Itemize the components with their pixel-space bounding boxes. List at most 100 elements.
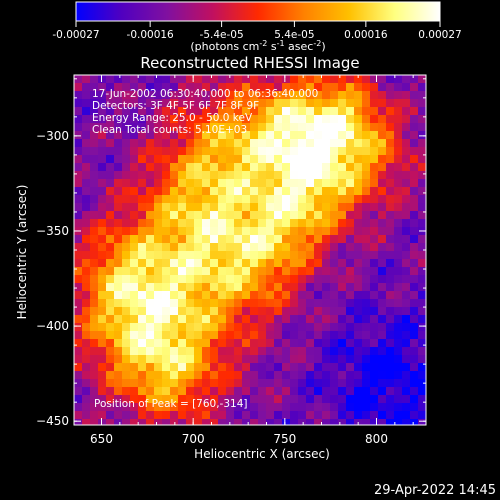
heatmap-cell [138, 387, 147, 396]
heatmap-cell [394, 147, 403, 156]
heatmap-cell [378, 187, 387, 196]
heatmap-cell [266, 291, 275, 300]
heatmap-cell [138, 99, 147, 108]
heatmap-cell [218, 171, 227, 180]
heatmap-cell [386, 291, 395, 300]
heatmap-cell [218, 227, 227, 236]
heatmap-cell [154, 267, 163, 276]
heatmap-cell [250, 147, 259, 156]
heatmap-cell [162, 315, 171, 324]
heatmap-cell [402, 91, 411, 100]
heatmap-cell [122, 211, 131, 220]
heatmap-cell [170, 203, 179, 212]
heatmap-cell [162, 83, 171, 92]
heatmap-cell [138, 419, 147, 425]
heatmap-cell [386, 179, 395, 188]
heatmap-cell [82, 275, 91, 284]
heatmap-cell [298, 187, 307, 196]
heatmap-cell [194, 171, 203, 180]
heatmap-cell [258, 187, 267, 196]
heatmap-cell [298, 83, 307, 92]
heatmap-cell [410, 323, 419, 332]
heatmap-cell [242, 155, 251, 164]
heatmap-cell [74, 123, 83, 132]
heatmap-cell [186, 259, 195, 268]
heatmap-cell [146, 331, 155, 340]
heatmap-cell [234, 387, 243, 396]
heatmap-cell [186, 171, 195, 180]
heatmap-cell [114, 131, 123, 140]
heatmap-cell [162, 171, 171, 180]
heatmap-cell [306, 403, 315, 412]
heatmap-cell [330, 83, 339, 92]
heatmap-cell [178, 91, 187, 100]
heatmap-cell [322, 211, 331, 220]
heatmap-cell [210, 219, 219, 228]
heatmap-cell [290, 371, 299, 380]
heatmap-cell [98, 315, 107, 324]
heatmap-cell [146, 171, 155, 180]
heatmap-cell [98, 355, 107, 364]
heatmap-cell [74, 155, 83, 164]
heatmap-cell [346, 267, 355, 276]
heatmap-cell [314, 155, 323, 164]
heatmap-cell [330, 307, 339, 316]
heatmap-cell [98, 107, 107, 116]
heatmap-cell [178, 355, 187, 364]
info-clean-counts: Clean Total counts: 5.10E+03 [92, 124, 247, 136]
heatmap-cell [122, 355, 131, 364]
heatmap-cell [234, 331, 243, 340]
heatmap-cell [282, 339, 291, 348]
heatmap-cell [362, 155, 371, 164]
heatmap-cell [410, 235, 419, 244]
heatmap-cell [298, 243, 307, 252]
heatmap-cell [82, 115, 91, 124]
heatmap-cell [386, 379, 395, 388]
heatmap-cell [170, 75, 179, 84]
heatmap-cell [362, 363, 371, 372]
heatmap-cell [362, 371, 371, 380]
heatmap-cell [370, 315, 379, 324]
heatmap-cell [418, 155, 426, 164]
heatmap-cell [218, 315, 227, 324]
heatmap-cell [394, 235, 403, 244]
heatmap-cell [146, 299, 155, 308]
heatmap-cell [234, 395, 243, 404]
heatmap-cell [290, 355, 299, 364]
heatmap-cell [386, 227, 395, 236]
heatmap-cell [114, 379, 123, 388]
heatmap-cell [210, 115, 219, 124]
heatmap-cell [154, 323, 163, 332]
heatmap-cell [298, 179, 307, 188]
heatmap-cell [146, 147, 155, 156]
heatmap-cell [282, 155, 291, 164]
heatmap-cell [146, 195, 155, 204]
heatmap-cell [218, 99, 227, 108]
heatmap-cell [306, 371, 315, 380]
heatmap-cell [346, 139, 355, 148]
heatmap-cell [210, 275, 219, 284]
heatmap-cell [410, 219, 419, 228]
heatmap-cell [202, 99, 211, 108]
heatmap-cell [226, 235, 235, 244]
heatmap-cell [122, 115, 131, 124]
heatmap-cell [290, 419, 299, 425]
heatmap-cell [82, 235, 91, 244]
heatmap-cell [242, 379, 251, 388]
heatmap-cell [98, 403, 107, 412]
heatmap-cell [194, 411, 203, 420]
heatmap-cell [250, 219, 259, 228]
heatmap-cell [106, 179, 115, 188]
heatmap-cell [338, 403, 347, 412]
heatmap-cell [90, 147, 99, 156]
heatmap-cell [202, 331, 211, 340]
heatmap-cell [378, 235, 387, 244]
heatmap-cell [314, 227, 323, 236]
heatmap-cell [170, 195, 179, 204]
heatmap-cell [378, 251, 387, 260]
heatmap-cell [402, 243, 411, 252]
heatmap-cell [218, 379, 227, 388]
heatmap-cell [154, 115, 163, 124]
heatmap-cell [306, 107, 315, 116]
heatmap-cell [306, 363, 315, 372]
